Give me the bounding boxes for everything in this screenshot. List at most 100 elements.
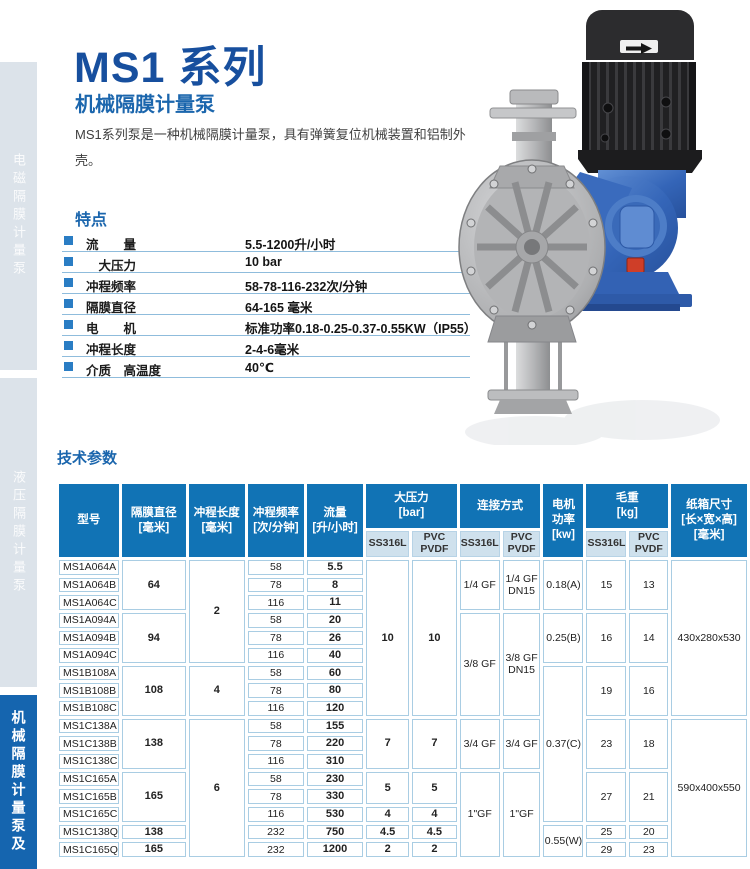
table-row: MS1B108C 116 120: [59, 701, 747, 716]
feature-value: 2-4-6毫米: [245, 343, 300, 357]
table-row: MS1C165A 165 58 230 5 5 1"GF 1"GF 27 21: [59, 771, 747, 857]
table-row: MS1C138B 78 220: [59, 736, 747, 752]
drain-plug: [626, 257, 645, 274]
feature-label: 冲程长度: [86, 343, 137, 357]
table-cell: 4.5: [412, 824, 457, 840]
reflection: [465, 400, 720, 445]
arrow-icon: [626, 43, 652, 54]
table-cell: 330: [306, 789, 364, 804]
table-cell: 165: [121, 842, 186, 857]
table-cell: 0.25(B): [543, 612, 584, 663]
table-cell: MS1B108B: [59, 683, 119, 699]
table-header-cell: 纸箱尺寸 [长×宽×高] [毫米]: [671, 484, 747, 557]
table-head: 型号 隔膜直径 [毫米] 冲程长度 [毫米] 冲程频率 [次/分钟] 流量 [升/小时]…: [59, 484, 747, 557]
table-cell: 25: [586, 824, 627, 840]
table-cell: MS1C138Q: [59, 824, 119, 840]
bottom-valve-port: [487, 330, 579, 414]
sidebar-item-label: 电磁隔膜计量泵: [11, 153, 26, 279]
bullet-square-icon: [64, 341, 73, 350]
table-cell: 16: [586, 612, 627, 663]
table-row: MS1A094A 94 58 20 3/8 GF 3/8 GF DN15 0.25(B) 16…: [59, 612, 747, 716]
table-header-cell: 大压力 [bar]: [366, 484, 457, 528]
sidebar-item-electromagnetic-pump[interactable]: 电磁隔膜计量泵: [0, 62, 37, 370]
table-cell: 15: [586, 560, 627, 610]
table-cell: 20: [306, 612, 364, 628]
table-cell: 5: [366, 771, 410, 804]
table-cell: 58: [247, 718, 304, 734]
table-cell: 27: [586, 771, 627, 822]
table-cell: 58: [247, 771, 304, 787]
sidebar-item-hydraulic-pump[interactable]: 液压隔膜计量泵: [0, 378, 37, 687]
table-cell: MS1A094C: [59, 648, 119, 663]
table-cell: 116: [247, 806, 304, 822]
table-cell: 80: [306, 683, 364, 699]
page-title: MS1 系列: [74, 44, 267, 92]
page-subtitle: 机械隔膜计量泵: [75, 94, 215, 116]
table-cell: 750: [306, 824, 364, 840]
table-cell: 1/4 GF: [459, 560, 500, 610]
table-cell: 1/4 GF DN15: [502, 560, 541, 610]
table-cell: 78: [247, 683, 304, 699]
table-cell: 220: [306, 736, 364, 752]
feature-label: 流 量: [86, 238, 137, 252]
table-cell: 230: [306, 771, 364, 787]
table-row: MS1A094C 116 40: [59, 648, 747, 663]
table-cell: MS1A064B: [59, 577, 119, 593]
table-header-cell: SS316L: [366, 531, 410, 557]
feature-value: 标准功率0.18-0.25-0.37-0.55KW（IP55）: [245, 322, 477, 336]
table-cell: MS1C165B: [59, 789, 119, 804]
feature-label: 隔膜直径: [86, 301, 137, 315]
table-row: MS1C165C 116 530 4 4: [59, 806, 747, 822]
table-header-cell: 流量 [升/小时]: [306, 484, 364, 557]
table-cell: 19: [586, 665, 627, 716]
table-cell: MS1B108A: [59, 665, 119, 681]
sidebar-item-mechanical-pump-active[interactable]: 机械隔膜计量泵及: [0, 695, 37, 869]
feature-label: 冲程频率: [86, 280, 137, 294]
table-cell: 155: [306, 718, 364, 734]
table-cell: 3/8 GF DN15: [502, 612, 541, 716]
table-cell: 530: [306, 806, 364, 822]
table-cell: 58: [247, 612, 304, 628]
motor: [578, 10, 702, 173]
table-cell: MS1A094B: [59, 630, 119, 646]
table-header-cell: 型号: [59, 484, 119, 557]
sidebar-item-label: 液压隔膜计量泵: [11, 469, 26, 596]
table-cell: MS1C138C: [59, 754, 119, 769]
feature-value: 64-165 毫米: [245, 301, 313, 315]
table-cell: 10: [366, 560, 410, 716]
feature-row: 冲程频率 58-78-116-232次/分钟: [62, 273, 470, 294]
table-cell: 1200: [306, 842, 364, 857]
feature-row: 流 量 5.5-1200升/小时: [62, 231, 470, 252]
bullet-square-icon: [64, 320, 73, 329]
table-cell: MS1A094A: [59, 612, 119, 628]
table-header-cell: PVC PVDF: [629, 531, 669, 557]
table-cell: 18: [629, 718, 669, 769]
sidebar-item-label: 机械隔膜计量泵及: [10, 710, 27, 854]
table-cell: 4: [188, 665, 245, 716]
table-header-cell: 电机 功率 [kw]: [543, 484, 584, 557]
table-cell: 116: [247, 701, 304, 716]
table-row: MS1B108A 108 4 58 60 0.37(C) 19 16: [59, 665, 747, 822]
table-cell: MS1A064A: [59, 560, 119, 575]
table-cell: MS1A064C: [59, 595, 119, 610]
table-header-cell: SS316L: [586, 531, 627, 557]
feature-row: 大压力 10 bar: [62, 252, 470, 273]
table-cell: 78: [247, 736, 304, 752]
table-cell: 120: [306, 701, 364, 716]
bullet-square-icon: [64, 236, 73, 245]
bullet-square-icon: [64, 299, 73, 308]
table-cell: 94: [121, 612, 186, 663]
table-cell: 58: [247, 560, 304, 575]
table-body: MS1A064A 64 2 58 5.5 10 10 1/4 GF 1/4 GF DN15 0.1…: [59, 560, 747, 857]
table-header-cell: 毛重 [kg]: [586, 484, 669, 528]
table-cell: 7: [366, 718, 410, 769]
table-cell: MS1C165C: [59, 806, 119, 822]
bullet-square-icon: [64, 362, 73, 371]
pump-product-image: [458, 10, 720, 445]
table-row: MS1C138Q 138 232 750 4.5 4.5 0.55(W) 25 20: [59, 824, 747, 857]
table-header-cell: 冲程长度 [毫米]: [188, 484, 245, 557]
feature-value: 10 bar: [245, 255, 282, 269]
table-cell: 58: [247, 665, 304, 681]
table-header-cell: PVC PVDF: [412, 531, 457, 557]
table-cell: 165: [121, 771, 186, 822]
